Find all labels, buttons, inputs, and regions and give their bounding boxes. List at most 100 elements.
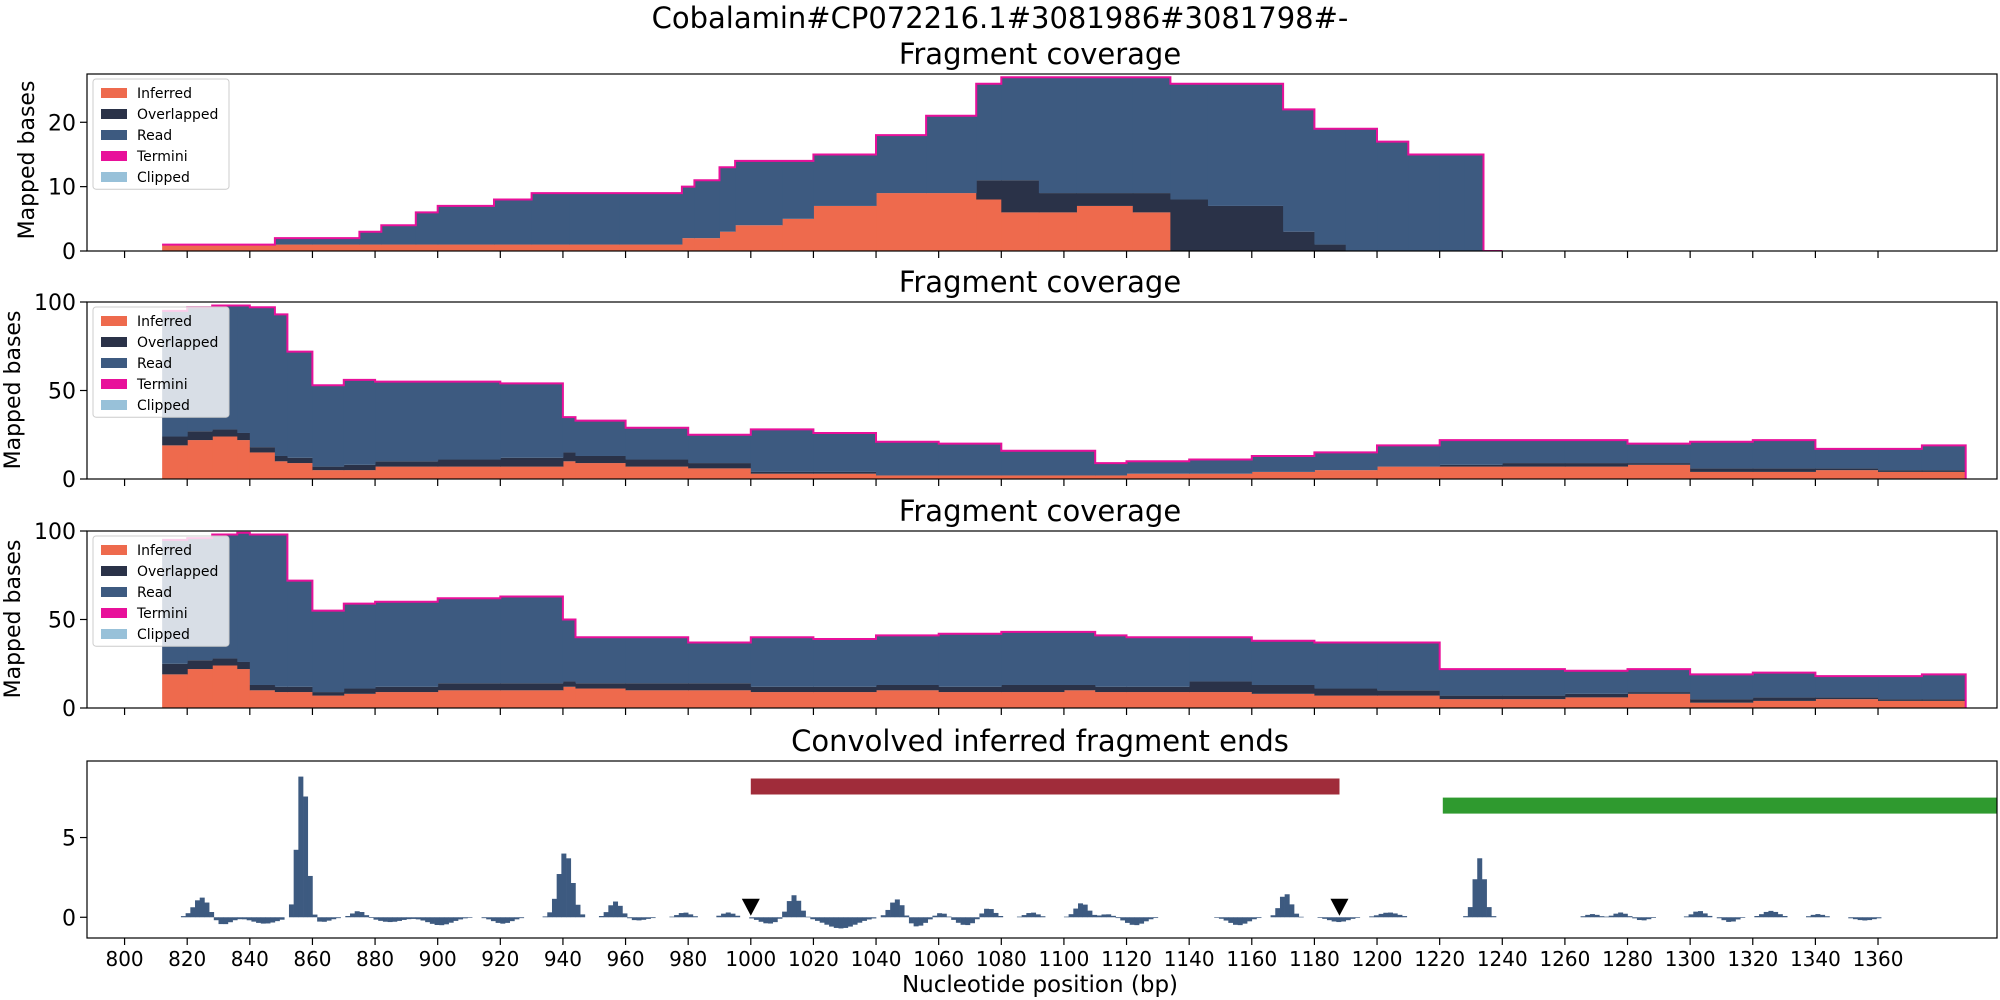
coverage-bar-overlapped bbox=[1752, 468, 1816, 472]
coverage-bar-inferred bbox=[1815, 699, 1879, 708]
end-density-bar bbox=[1589, 914, 1595, 918]
end-density-bar bbox=[570, 882, 576, 918]
coverage-bar-overlapped bbox=[1878, 699, 1923, 701]
end-density-bar bbox=[894, 899, 900, 918]
coverage-bar-overlapped bbox=[1189, 681, 1253, 693]
end-density-bar bbox=[951, 917, 957, 920]
coverage-bar-read bbox=[1038, 77, 1077, 194]
coverage-panel-2: Fragment coverage Mapped bases Inferred O… bbox=[1, 265, 1998, 493]
coverage-bar-inferred bbox=[1921, 700, 1967, 708]
coverage-bar-overlapped bbox=[562, 681, 576, 687]
coverage-bar-read bbox=[1690, 441, 1754, 469]
coverage-bar-overlapped bbox=[1001, 684, 1065, 693]
coverage-bar-read bbox=[437, 598, 501, 684]
coverage-bar-overlapped bbox=[625, 683, 689, 691]
coverage-bar-inferred bbox=[569, 244, 620, 251]
end-density-bar bbox=[791, 895, 797, 918]
coverage-bar-overlapped bbox=[1132, 193, 1171, 213]
coverage-bar-read bbox=[562, 619, 576, 682]
coverage-bar-read bbox=[1251, 640, 1315, 685]
coverage-bar-read bbox=[1439, 154, 1466, 251]
coverage-bar-read bbox=[1095, 463, 1128, 476]
coverage-bar-read bbox=[1314, 128, 1347, 245]
coverage-bar-read bbox=[1502, 669, 1566, 696]
coverage-bar-inferred bbox=[343, 693, 376, 708]
x-tick-label: 1040 bbox=[851, 947, 902, 971]
termini-line bbox=[162, 304, 1967, 479]
coverage-bar-read bbox=[694, 180, 720, 239]
coverage-bar-inferred bbox=[249, 452, 276, 479]
end-density-bar bbox=[453, 917, 459, 921]
legend-swatch-clipped bbox=[101, 629, 127, 639]
coverage-bar-overlapped bbox=[625, 459, 689, 467]
legend-label-read: Read bbox=[137, 128, 172, 144]
end-density-bar bbox=[819, 917, 825, 923]
end-density-bar bbox=[749, 917, 755, 919]
coverage-bar-read bbox=[375, 601, 439, 687]
coverage-bar-overlapped bbox=[1038, 193, 1077, 213]
end-density-bar bbox=[838, 917, 844, 929]
coverage-bar-read bbox=[1063, 450, 1096, 476]
coverage-bar-inferred bbox=[1038, 212, 1077, 251]
coverage-bar-inferred bbox=[1251, 693, 1315, 708]
coverage-bar-overlapped bbox=[1502, 463, 1566, 467]
end-density-bar bbox=[1688, 914, 1694, 918]
end-density-bar bbox=[716, 915, 722, 918]
end-density-bar bbox=[1284, 894, 1290, 918]
coverage-bar-read bbox=[1815, 448, 1879, 469]
end-density-bar bbox=[462, 917, 468, 919]
end-density-bar bbox=[1467, 907, 1473, 918]
end-density-bar bbox=[1876, 917, 1882, 919]
end-density-bar bbox=[1345, 917, 1351, 921]
coverage-bar-read bbox=[1921, 445, 1967, 471]
coverage-bar-inferred bbox=[876, 193, 927, 251]
end-density-bar bbox=[279, 917, 285, 920]
coverage-bar-inferred bbox=[1001, 692, 1065, 708]
end-density-bar bbox=[598, 916, 604, 918]
x-tick-label: 980 bbox=[669, 947, 707, 971]
end-density-bar bbox=[1754, 916, 1760, 918]
end-density-bar bbox=[965, 917, 971, 926]
legend-swatch-read bbox=[101, 358, 127, 368]
end-density-bar bbox=[1862, 917, 1868, 921]
coverage-bar-inferred bbox=[287, 463, 313, 479]
coverage-bar-overlapped bbox=[1063, 684, 1096, 691]
end-density-bar bbox=[730, 913, 736, 918]
coverage-bar-read bbox=[688, 434, 752, 464]
end-density-bar bbox=[420, 917, 426, 921]
end-density-bar bbox=[213, 917, 219, 921]
coverage-bar-overlapped bbox=[1921, 470, 1967, 472]
coverage-bar-read bbox=[876, 135, 927, 194]
end-density-bar bbox=[1073, 908, 1079, 918]
legend-label-termini: Termini bbox=[136, 149, 188, 165]
end-density-bar bbox=[1078, 903, 1084, 918]
end-density-bar bbox=[941, 913, 947, 918]
end-density-bar bbox=[1773, 911, 1779, 918]
end-density-bar bbox=[335, 917, 341, 919]
end-density-bar bbox=[1129, 917, 1135, 925]
end-density-bar bbox=[1848, 917, 1854, 919]
coverage-bar-overlapped bbox=[1314, 688, 1378, 696]
coverage-bar-read bbox=[1408, 154, 1441, 251]
end-density-bar bbox=[1726, 917, 1732, 922]
end-density-bar bbox=[890, 902, 896, 918]
coverage-bar-inferred bbox=[1189, 473, 1253, 479]
coverage-bar-overlapped bbox=[343, 688, 376, 694]
legend-label-clipped: Clipped bbox=[137, 398, 190, 414]
end-density-bar bbox=[180, 916, 186, 918]
end-density-bar bbox=[631, 917, 637, 921]
legend-swatch-overlapped bbox=[101, 337, 127, 347]
end-density-bar bbox=[904, 915, 910, 918]
legend-swatch-overlapped bbox=[101, 566, 127, 576]
coverage-bar-inferred bbox=[343, 470, 376, 479]
coverage-bar-inferred bbox=[625, 466, 689, 479]
coverage-bar-overlapped bbox=[1377, 690, 1441, 696]
x-tick-label: 920 bbox=[481, 947, 519, 971]
legend-swatch-inferred bbox=[101, 545, 127, 555]
end-density-bar bbox=[1641, 917, 1647, 921]
end-density-bar bbox=[195, 900, 201, 918]
end-density-bar bbox=[1627, 916, 1633, 918]
coverage-bar-overlapped bbox=[976, 180, 1002, 200]
coverage-bar-inferred bbox=[274, 244, 313, 251]
